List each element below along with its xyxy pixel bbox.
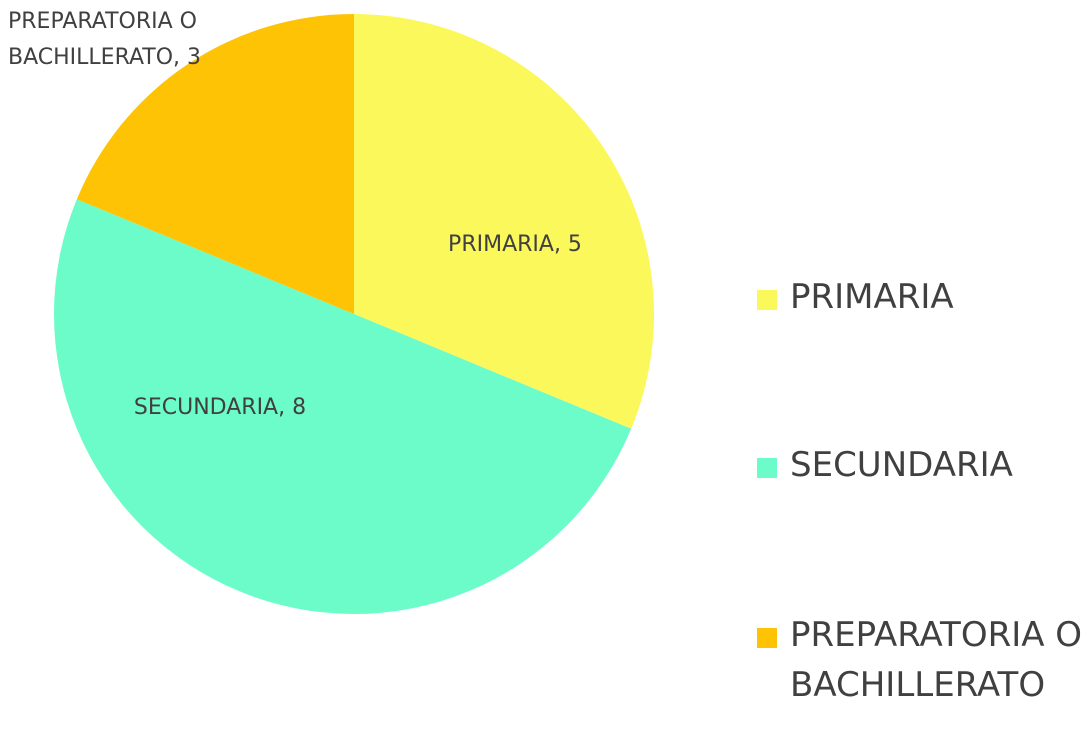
legend-swatch — [757, 628, 777, 648]
data-label: SECUNDARIA, 8 — [133, 395, 307, 420]
data-label: PRIMARIA, 5 — [448, 232, 582, 257]
pie-slice — [53, 199, 632, 615]
legend-label: PRIMARIA — [790, 277, 954, 317]
legend-label: PREPARATORIA O BACHILLERATO — [790, 615, 1083, 705]
legend-label: SECUNDARIA — [790, 445, 1013, 485]
pie-slice — [76, 14, 354, 314]
data-label: PREPARATORIA O BACHILLERATO, 3 — [8, 9, 202, 70]
legend-swatch — [757, 458, 777, 478]
legend-swatch — [757, 290, 777, 310]
pie-slice — [354, 14, 655, 429]
